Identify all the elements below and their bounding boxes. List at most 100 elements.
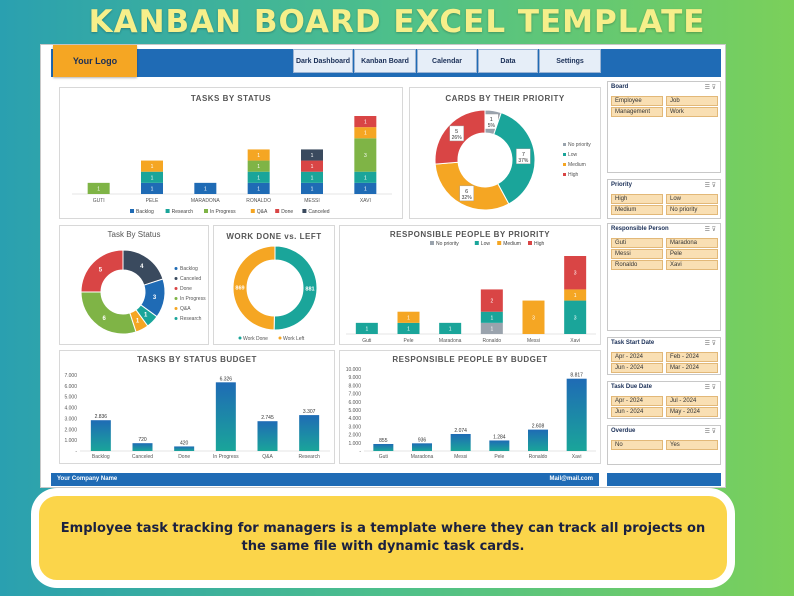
slicer-responsible-person: Responsible Person ☰ ⊽ Guti Maradona Messi Pe…: [607, 223, 721, 331]
slice-value-label: 6: [465, 189, 468, 195]
bar-segment: [480, 311, 503, 323]
legend-swatch: [430, 241, 434, 245]
bar-value-label: 1: [311, 175, 314, 181]
bar-value-label: 1: [151, 186, 154, 192]
slicer-item[interactable]: Apr - 2024: [611, 396, 663, 406]
slicer-item[interactable]: Ronaldo: [611, 260, 663, 270]
multi-select-filter-icon[interactable]: ☰ ⊽: [704, 227, 716, 233]
legend-label: Research: [172, 209, 194, 215]
budget-bar: [450, 433, 471, 451]
legend-label: Work Left: [283, 336, 305, 342]
slicer-item[interactable]: Xavi: [666, 260, 718, 270]
legend-swatch: [174, 267, 178, 270]
multi-select-filter-icon[interactable]: ☰ ⊽: [704, 385, 716, 391]
bar-value-label: 1: [365, 326, 368, 332]
multi-select-filter-icon[interactable]: ☰ ⊽: [704, 341, 716, 347]
slice-value-label: 881: [305, 286, 314, 292]
bar-segment: [247, 149, 270, 161]
category-label: Canceled: [132, 454, 153, 460]
bar-value-label: 2.608: [532, 424, 545, 430]
multi-select-filter-icon[interactable]: ☰ ⊽: [704, 85, 716, 91]
slicer-item[interactable]: Medium: [611, 205, 663, 215]
panel-task-by-status: Task By Status 4 3 1 1 6 5 Backlog Canceled Done…: [59, 225, 209, 345]
multi-select-filter-icon[interactable]: ☰ ⊽: [704, 429, 716, 435]
slicer-item[interactable]: Work: [666, 107, 718, 117]
chart-title: TASKS BY STATUS: [190, 94, 272, 103]
bar-value-label: 3: [574, 315, 577, 321]
slicer-item[interactable]: Management: [611, 107, 663, 117]
bar-segment: [354, 171, 377, 183]
y-tick-label: 5.000: [348, 408, 361, 414]
legend-label: Medium: [568, 162, 586, 168]
slicer-item[interactable]: No: [611, 440, 663, 450]
slicer-item[interactable]: Maradona: [666, 238, 718, 248]
slicer-item[interactable]: Messi: [611, 249, 663, 259]
slicer-item[interactable]: Jun - 2024: [611, 363, 663, 373]
y-tick-label: 4.000: [64, 406, 77, 412]
slicer-item[interactable]: Low: [666, 194, 718, 204]
bar-value-label: 3.307: [303, 409, 316, 415]
nav-data[interactable]: Data: [478, 49, 538, 73]
task-by-status-donut: 4 3 11 6 5 Backlog Canceled Done In Progress Q&A R…: [80, 249, 206, 335]
bar-segment: [301, 182, 323, 194]
slicer-item[interactable]: High: [611, 194, 663, 204]
legend-label: Q&A: [257, 209, 268, 215]
slicer-item[interactable]: May - 2024: [666, 407, 718, 417]
legend-label: High: [568, 172, 579, 178]
y-tick-label: -: [359, 449, 361, 455]
bar-value-label: 1: [364, 186, 367, 192]
budget-bar: [528, 429, 548, 451]
multi-select-filter-icon[interactable]: ☰ ⊽: [704, 183, 716, 189]
bar-value-label: 1.284: [493, 434, 506, 440]
slicer-board: Board ☰ ⊽ Employee Job Management Work: [607, 81, 721, 173]
caption-text: Employee task tracking for managers is a…: [60, 521, 706, 554]
panel-cards-by-priority: CARDS BY THEIR PRIORITY 1 5% 7 37% 6 32% 5 26% N…: [409, 87, 601, 219]
nav-calendar[interactable]: Calendar: [417, 49, 477, 73]
footer-bar: Your Company Name Mail@mail.com: [51, 473, 599, 486]
bar-value-label: 1: [574, 293, 577, 299]
slicer-item[interactable]: Jun - 2024: [611, 407, 663, 417]
category-label: Ronaldo: [483, 338, 502, 344]
bar-segment: [480, 289, 503, 312]
y-tick-label: 8.000: [348, 383, 361, 389]
slicer-item[interactable]: Jul - 2024: [666, 396, 718, 406]
legend-label: Low: [568, 152, 578, 158]
bar-value-label: 1: [490, 315, 493, 321]
slicer-item[interactable]: No priority: [666, 205, 718, 215]
legend-label: Work Done: [243, 336, 268, 342]
bar-value-label: 6.326: [220, 376, 233, 382]
caption-banner: Employee task tracking for managers is a…: [33, 490, 733, 586]
y-tick-label: 3.000: [64, 416, 77, 422]
nav-kanban-board[interactable]: Kanban Board: [354, 49, 416, 73]
slicer-item[interactable]: Job: [666, 96, 718, 106]
slicer-item[interactable]: Mar - 2024: [666, 363, 718, 373]
bar-segment: [355, 322, 378, 334]
bar-value-label: 1: [364, 175, 367, 181]
category-label: MARADONA: [191, 198, 221, 204]
slicer-title: Overdue: [611, 428, 636, 434]
chart-title: RESPONSIBLE PEOPLE BY BUDGET: [392, 355, 548, 364]
footer-mail[interactable]: Mail@mail.com: [549, 476, 593, 482]
legend-label: Backlog: [136, 209, 154, 215]
bar-segment: [522, 300, 545, 334]
slicer-item[interactable]: Apr - 2024: [611, 352, 663, 362]
chart-title: WORK DONE vs. LEFT: [226, 232, 322, 241]
slicer-item[interactable]: Employee: [611, 96, 663, 106]
tasks-by-status-chart: 1 GUTI 1 1 1 PELE 1 MARADONA 1 1 1 1 RONALDO 1 1 1 1 MESS…: [72, 116, 392, 215]
budget-bar: [174, 446, 195, 451]
budget-bar: [132, 443, 153, 451]
slice-value-label: 4: [140, 264, 144, 270]
bar-value-label: 1: [204, 186, 207, 192]
slice-percent-label: 32%: [462, 195, 473, 201]
nav-dark-dashboard[interactable]: Dark Dashboard: [293, 49, 353, 73]
bar-value-label: 1: [151, 164, 154, 170]
slicer-item[interactable]: Yes: [666, 440, 718, 450]
slicer-item[interactable]: Pele: [666, 249, 718, 259]
legend-swatch: [497, 241, 502, 245]
y-tick-label: 6.000: [64, 384, 77, 390]
slicer-item[interactable]: Feb - 2024: [666, 352, 718, 362]
nav-settings[interactable]: Settings: [539, 49, 601, 73]
slicer-item[interactable]: Guti: [611, 238, 663, 248]
panel-tasks-by-status-budget: TASKS BY STATUS BUDGET - 1.000 2.000 3.000 4…: [59, 350, 335, 464]
bar-value-label: 936: [418, 437, 427, 443]
